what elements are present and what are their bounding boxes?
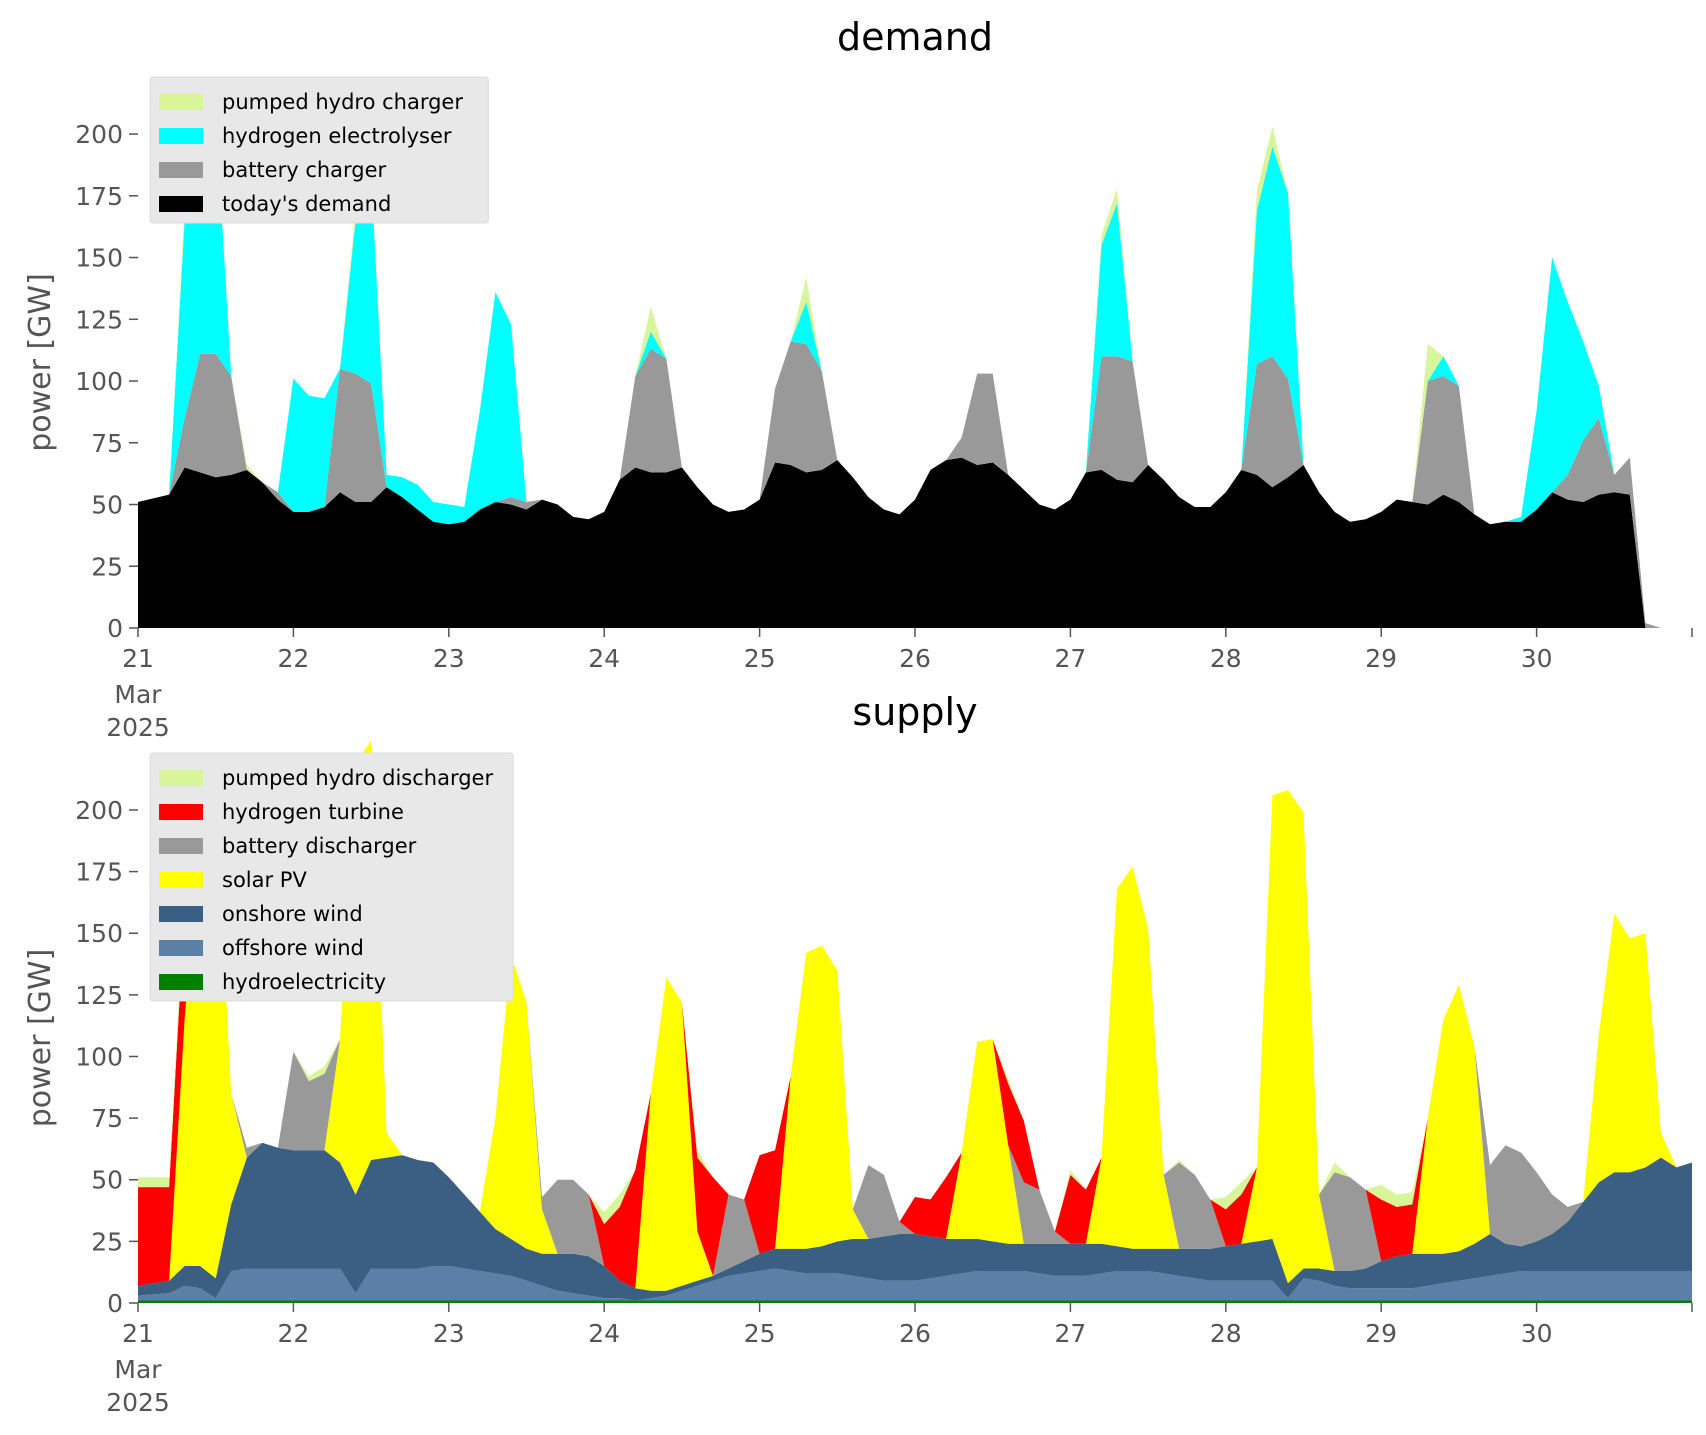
- legend-label-battery-discharger: battery discharger: [222, 834, 417, 858]
- x-tick-label: 27: [1054, 1319, 1086, 1348]
- x-tick-label: 28: [1210, 644, 1242, 673]
- y-tick-label: 200: [75, 796, 123, 825]
- y-tick-label: 100: [75, 367, 123, 396]
- x-tick-label: 24: [588, 644, 620, 673]
- x-tick-label: 21: [122, 644, 154, 673]
- legend-label-hydrogen-turbine: hydrogen turbine: [222, 800, 404, 824]
- legend-label-offshore-wind: offshore wind: [222, 936, 364, 960]
- legend: pumped hydro discharger hydrogen turbine b…: [149, 752, 514, 1002]
- x-tick-label: 29: [1365, 1319, 1397, 1348]
- legend-label-hydroelectricity: hydroelectricity: [222, 970, 386, 994]
- y-tick-label: 25: [91, 552, 123, 581]
- legend-swatch-hydrogen-turbine: [159, 804, 203, 820]
- series-onshore-wind-area: [138, 1142, 1692, 1301]
- legend: pumped hydro charger hydrogen electrolyse…: [149, 76, 489, 224]
- legend-label-pumped-hydro-charger: pumped hydro charger: [222, 90, 463, 114]
- y-tick-label: 125: [75, 305, 123, 334]
- y-tick-label: 75: [91, 1104, 123, 1133]
- demand-panel: demand 0 25 50 75 100 125 150 175 200 power [GW] 21…: [23, 15, 1693, 742]
- x-tick-label: 23: [433, 644, 465, 673]
- chart-title: supply: [852, 690, 977, 734]
- y-tick-label: 75: [91, 429, 123, 458]
- x-tick-label: 26: [899, 644, 931, 673]
- y-axis-label: power [GW]: [23, 949, 58, 1128]
- series-offshore-wind-area: [138, 1266, 1692, 1301]
- legend-swatch-pumped-hydro-charger: [159, 94, 203, 110]
- series-battery-discharger-area: [138, 741, 1692, 1289]
- legend-swatch-onshore-wind: [159, 906, 203, 922]
- legend-box: [149, 76, 489, 224]
- legend-swatch-pumped-hydro-discharger: [159, 770, 203, 786]
- x-tick-sublabel: Mar: [114, 680, 162, 709]
- series-hydroelectricity-area: [138, 1300, 1692, 1303]
- legend-swatch-hydrogen-electrolyser: [159, 128, 203, 144]
- legend-swatch-offshore-wind: [159, 940, 203, 956]
- y-tick-label: 25: [91, 1227, 123, 1256]
- x-tick-label: 23: [433, 1319, 465, 1348]
- x-tick-label: 26: [899, 1319, 931, 1348]
- x-tick-label: 25: [744, 644, 776, 673]
- series-today-s-demand-area: [138, 457, 1692, 628]
- y-tick-label: 125: [75, 981, 123, 1010]
- supply-panel: supply 0 25 50 75 100 125 150 175 200 power [GW] 21…: [23, 690, 1693, 1417]
- x-tick-label: 27: [1054, 644, 1086, 673]
- legend-swatch-battery-charger: [159, 162, 203, 178]
- area-layer: [138, 114, 1692, 629]
- y-tick-label: 150: [75, 919, 123, 948]
- legend-swatch-solar-pv: [159, 872, 203, 888]
- x-tick-label: 25: [744, 1319, 776, 1348]
- x-tick-label: 28: [1210, 1319, 1242, 1348]
- x-tick-label: 30: [1521, 644, 1553, 673]
- y-tick-label: 0: [107, 1289, 123, 1318]
- y-tick-label: 175: [75, 182, 123, 211]
- legend-label-battery-charger: battery charger: [222, 158, 387, 182]
- x-tick-label: 22: [277, 1319, 309, 1348]
- legend-label-onshore-wind: onshore wind: [222, 902, 363, 926]
- x-tick-label: 22: [277, 644, 309, 673]
- x-tick-label: 21: [122, 1319, 154, 1348]
- legend-swatch-battery-discharger: [159, 838, 203, 854]
- x-tick-label: 24: [588, 1319, 620, 1348]
- y-tick-label: 175: [75, 858, 123, 887]
- x-tick-label: 30: [1521, 1319, 1553, 1348]
- y-axis-label: power [GW]: [23, 273, 58, 452]
- legend-label-today-s-demand: today's demand: [222, 192, 391, 216]
- x-tick-label: 29: [1365, 644, 1397, 673]
- y-tick-label: 100: [75, 1042, 123, 1071]
- legend-box: [149, 752, 514, 1002]
- y-tick-label: 0: [107, 614, 123, 643]
- legend-label-pumped-hydro-discharger: pumped hydro discharger: [222, 766, 493, 790]
- y-tick-label: 150: [75, 244, 123, 273]
- series-solar-pv-area: [138, 741, 1692, 1291]
- legend-label-hydrogen-electrolyser: hydrogen electrolyser: [222, 124, 452, 148]
- area-layer: [138, 741, 1692, 1303]
- y-tick-label: 200: [75, 120, 123, 149]
- x-tick-sublabel: Mar: [114, 1355, 162, 1384]
- legend-swatch-hydroelectricity: [159, 974, 203, 990]
- chart-title: demand: [837, 15, 993, 59]
- y-tick-label: 50: [91, 491, 123, 520]
- x-tick-sublabel: 2025: [106, 713, 170, 742]
- legend-label-solar-pv: solar PV: [222, 868, 307, 892]
- x-tick-sublabel: 2025: [106, 1388, 170, 1417]
- legend-swatch-today-s-demand: [159, 196, 203, 212]
- y-tick-label: 50: [91, 1166, 123, 1195]
